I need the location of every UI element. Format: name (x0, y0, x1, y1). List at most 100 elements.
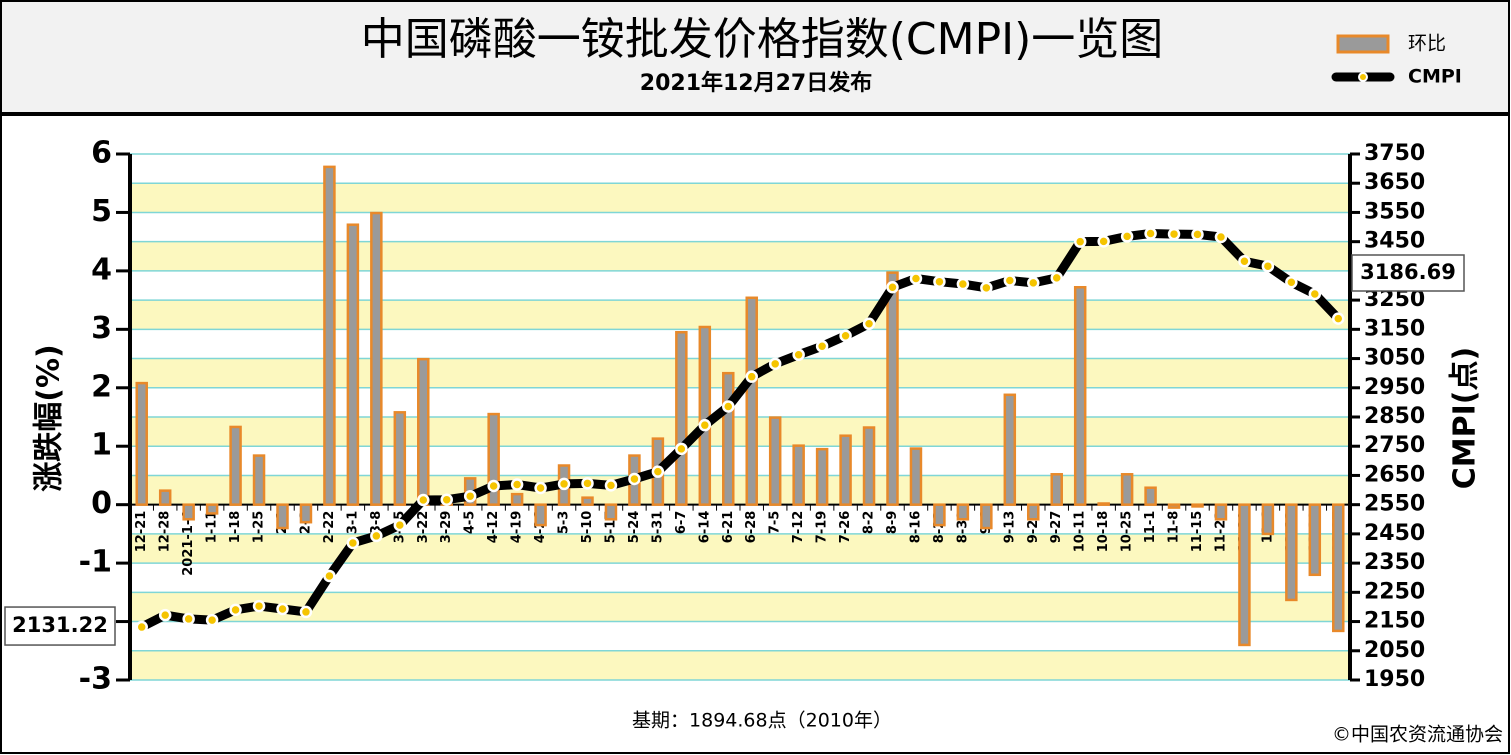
bar (1261, 503, 1275, 536)
header-bg (2, 2, 1508, 113)
bar (1191, 503, 1204, 508)
marker (1027, 276, 1040, 290)
bar (839, 434, 852, 506)
x-tick-label: 9-13 (1002, 511, 1017, 544)
marker (862, 317, 876, 331)
marker (980, 281, 993, 295)
marker (205, 613, 219, 627)
x-tick-label: 1-11 (205, 511, 220, 544)
marker (323, 569, 336, 583)
bar (862, 426, 876, 506)
marker (1214, 230, 1228, 244)
bar (534, 503, 547, 527)
marker (581, 477, 594, 490)
x-tick-label: 5-3 (557, 511, 572, 534)
x-tick-label: 6-14 (697, 511, 712, 544)
y-tick-label: -1 (79, 545, 112, 580)
bar (792, 444, 805, 506)
marker (628, 472, 641, 486)
x-tick-label: 10-25 (1120, 511, 1135, 553)
x-tick-label: 7-19 (815, 511, 830, 544)
marker (393, 518, 407, 532)
bar (1073, 286, 1087, 506)
value-label-box (1351, 254, 1465, 292)
y2-tick-label: 2250 (1364, 579, 1425, 604)
credit: ©中国农资流通协会 (1332, 724, 1503, 746)
bar (956, 503, 970, 521)
y2-tick-label: 1950 (1364, 667, 1425, 692)
bar (698, 325, 712, 506)
y2-tick-label: 2950 (1364, 375, 1425, 400)
x-tick-label: 7-26 (838, 511, 853, 544)
bar (886, 271, 899, 506)
x-tick-label: 10-18 (1096, 511, 1111, 553)
marker (135, 620, 148, 634)
band (130, 621, 1350, 651)
marker (440, 493, 453, 506)
bar (510, 492, 524, 506)
bar (229, 425, 242, 506)
bar (205, 503, 219, 515)
bar (604, 503, 618, 521)
band (130, 329, 1350, 359)
bar (1097, 502, 1110, 506)
band (130, 592, 1350, 622)
x-tick-label: 11-1 (1143, 511, 1158, 544)
y2-tick-label: 2750 (1364, 433, 1425, 458)
y2-tick-label: 3550 (1364, 199, 1425, 224)
x-tick-label: 5-31 (650, 511, 665, 544)
marker (299, 605, 313, 619)
y2-tick-label: 3750 (1364, 141, 1425, 166)
legend-label: CMPI (1408, 66, 1462, 88)
band (130, 475, 1350, 505)
y-tick-label: 1 (91, 428, 112, 463)
bar (1120, 473, 1134, 506)
marker (417, 493, 430, 507)
bar (417, 357, 430, 506)
x-tick-label: 3-29 (439, 511, 454, 544)
marker (604, 479, 618, 492)
legend-marker (1358, 72, 1368, 82)
bar (276, 503, 289, 530)
x-tick-label: 1-25 (252, 511, 267, 544)
x-tick-label: 3-22 (416, 511, 431, 544)
bar (1285, 503, 1298, 602)
bar (393, 411, 407, 506)
y2-tick-label: 2350 (1364, 550, 1425, 575)
band (130, 417, 1350, 447)
marker (1097, 235, 1110, 248)
marker (933, 275, 946, 288)
y2-tick-label: 2650 (1364, 462, 1425, 487)
marker (463, 489, 477, 503)
marker (768, 357, 782, 371)
y2-tick-label: 2150 (1364, 609, 1425, 634)
bar (252, 454, 266, 506)
marker (158, 608, 172, 622)
bar (745, 296, 758, 506)
y-tick-label: 3 (91, 311, 112, 346)
bar (158, 489, 172, 506)
marker (276, 602, 289, 616)
value-label: 2131.22 (12, 613, 108, 637)
marker (745, 370, 758, 383)
x-tick-label: 8-2 (862, 511, 877, 534)
marker (1144, 227, 1157, 240)
band (130, 270, 1350, 301)
x-tick-label: 4-19 (510, 511, 525, 544)
bar (1238, 503, 1251, 647)
bar (675, 331, 688, 506)
marker (534, 481, 547, 495)
x-tick-label: 6-21 (721, 511, 736, 544)
marker (370, 529, 383, 543)
line (139, 228, 1342, 632)
x-tick-label: 7-12 (791, 511, 806, 544)
x-tick-label: 9-27 (1049, 511, 1064, 544)
bar (182, 503, 195, 521)
value-label-box (4, 606, 116, 646)
x-tick-label: 1-18 (228, 511, 243, 544)
marker (909, 272, 923, 285)
x-tick-label: 6-7 (674, 511, 689, 534)
band (130, 563, 1350, 593)
x-tick-label: 3-1 (345, 511, 360, 534)
marker (229, 603, 242, 617)
